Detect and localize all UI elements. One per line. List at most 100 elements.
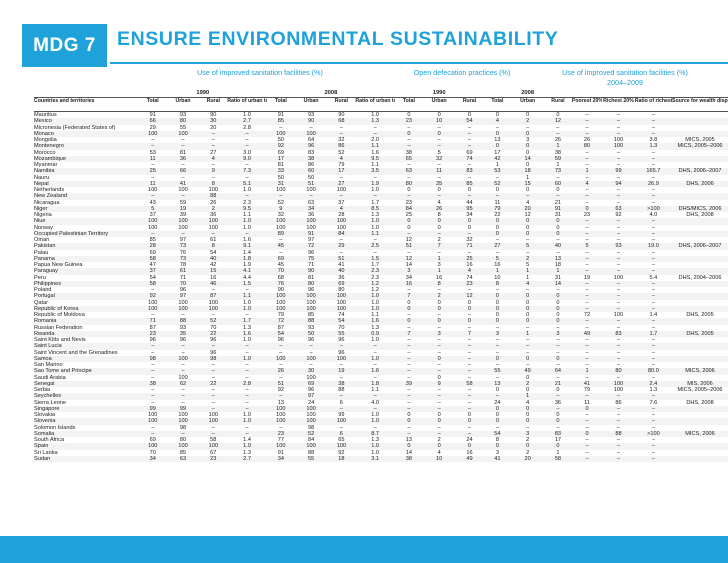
cell-od-rural-2008: 0: [543, 230, 572, 237]
table-row: Occupied Palestinian Territory – – – –89 91 84…: [34, 230, 728, 237]
cell-ratio-2008: 1.0: [355, 293, 395, 300]
cell-poorest: –: [585, 337, 589, 343]
cell-total-2008: –: [266, 343, 295, 350]
table-row: New Zealand – –88– – – – – – – – – – – – – –: [34, 193, 728, 200]
cell-ratio-rich-poor: –: [634, 405, 673, 412]
cell-ratio-rich-poor: –: [634, 155, 673, 162]
cell-od-rural-1990: –: [467, 249, 471, 256]
cell-poorest: 79: [583, 387, 591, 393]
cell-source: [672, 293, 728, 300]
cell-ratio-rich-poor: >100: [634, 430, 673, 437]
cell-urban-2008: 52: [294, 430, 328, 437]
cell-total-2008: 32: [277, 212, 284, 218]
cell-od-total-1990: 25: [405, 212, 413, 218]
cell-od-rural-1990: 74: [455, 155, 484, 162]
cell-od-urban-1990: 0: [422, 355, 456, 362]
cell-poorest: 19: [583, 274, 591, 281]
cell-total-2008: –: [266, 193, 295, 200]
cell-rural-2008: 100: [327, 305, 356, 312]
cell-od-total-2008: 0: [483, 318, 512, 325]
cell-urban-2008: 91: [294, 230, 328, 237]
cell-rural-1990: 67: [210, 449, 217, 456]
cell-richest: –: [616, 362, 621, 368]
cell-ratio-2008: –: [373, 237, 377, 243]
cell-richest: 100: [602, 380, 635, 387]
cell-total-1990: 5: [138, 205, 167, 212]
cell-urban-2008: 100: [306, 299, 316, 306]
cell-urban-2008: 100: [294, 218, 328, 225]
cell-total-1990: 28: [138, 243, 167, 250]
cell-ratio-rich-poor: 1.4: [649, 312, 658, 318]
cell-od-total-1990: 0: [394, 443, 423, 450]
cell-ratio-2008: 1.0: [371, 112, 380, 118]
cell-urban-1990: 93: [179, 112, 187, 118]
cell-od-total-1990: –: [394, 343, 423, 350]
cell-od-urban-2008: 0: [526, 387, 530, 393]
cell-total-2008: 100: [266, 293, 295, 300]
year-1990-defecation: 1990: [394, 89, 484, 98]
cell-rural-2008: 40: [327, 268, 356, 275]
cell-od-rural-1990: –: [467, 337, 471, 343]
cell-source: [672, 443, 728, 450]
cell-od-urban-1990: 10: [422, 118, 456, 125]
col-total: Total: [146, 98, 159, 104]
cell-poorest: –: [571, 393, 603, 400]
cell-od-total-1990: –: [407, 374, 411, 381]
table-row: Slovakia 100 100 100 1.0 100 100 99 1.0 0 0 0 0 0 0 – – –: [34, 412, 728, 418]
cell-rural-1990: 100: [199, 305, 228, 312]
cell-total-1990: 58: [138, 255, 167, 262]
cell-od-total-1990: 23: [405, 199, 413, 206]
cell-total-2008: 100: [276, 412, 286, 418]
cell-od-total-2008: 0: [495, 299, 499, 306]
cell-rural-2008: 100: [336, 224, 347, 231]
cell-od-total-1990: 65: [394, 155, 423, 162]
cell-total-2008: 91: [277, 449, 284, 456]
cell-total-1990: 85: [149, 237, 156, 243]
cell-od-rural-1990: 74: [466, 274, 473, 281]
cell-ratio-rich-poor: –: [651, 224, 655, 231]
cell-od-total-1990: –: [407, 249, 411, 256]
cell-od-total-2008: –: [495, 424, 499, 431]
cell-poorest: 23: [583, 212, 591, 218]
cell-od-total-2008: –: [495, 287, 499, 293]
cell-od-urban-1990: 0: [437, 299, 441, 306]
cell-country: Mauritius: [34, 112, 57, 118]
cell-source: [672, 230, 728, 237]
cell-total-2008: 13: [277, 399, 284, 406]
cell-urban-1990: 96: [179, 287, 187, 293]
cell-od-total-2008: –: [495, 374, 499, 381]
cell-od-rural-2008: 0: [556, 187, 560, 193]
cell-od-total-2008: 0: [483, 405, 512, 412]
cell-od-urban-1990: 0: [437, 112, 441, 118]
cell-urban-1990: 97: [166, 293, 200, 300]
cell-od-rural-2008: 0: [556, 299, 560, 306]
cell-ratio-rich-poor: –: [651, 262, 655, 268]
cell-od-urban-2008: 0: [526, 299, 530, 306]
cell-od-total-1990: 0: [394, 318, 423, 325]
cell-od-total-2008: 13: [483, 380, 512, 387]
cell-total-2008: 26: [266, 368, 295, 375]
cell-total-2008: 33: [266, 168, 295, 175]
cell-source: MICS, 2005–2006: [677, 387, 723, 393]
table-row: Slovenia 100 100 100 1.0 100 100 100 1.0 0 0 0 0 0 0– –…: [34, 418, 728, 425]
cell-ratio-rich-poor: –: [651, 324, 655, 331]
cell-od-total-1990: 7: [394, 293, 423, 300]
cell-poorest: –: [571, 155, 603, 162]
cell-od-rural-1990: 0: [455, 305, 484, 312]
cell-od-total-1990: 3: [394, 268, 423, 275]
cell-source: [672, 318, 728, 325]
cell-country: Oman: [34, 237, 50, 243]
cell-urban-2008: 100: [306, 187, 316, 193]
cell-od-total-1990: –: [394, 405, 423, 412]
cell-rural-1990: 4: [199, 155, 228, 162]
cell-od-rural-2008: –: [556, 424, 560, 431]
cell-od-rural-1990: 85: [455, 180, 484, 187]
cell-ratio-rich-poor: 165.7: [634, 168, 673, 175]
cell-rural-2008: 65: [338, 437, 345, 443]
cell-od-urban-1990: 0: [437, 374, 441, 381]
cell-od-urban-1990: 2: [437, 437, 441, 443]
cell-richest: –: [616, 287, 621, 293]
cell-poorest: –: [571, 130, 603, 137]
cell-country: Rwanda: [34, 330, 139, 337]
cell-urban-1990: 80: [179, 437, 187, 443]
